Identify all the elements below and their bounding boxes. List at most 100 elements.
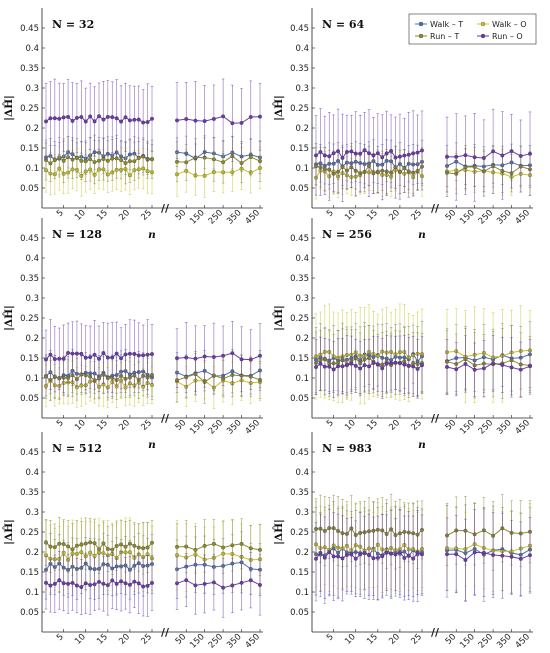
series-line xyxy=(176,115,261,124)
y-tick-label: 0.25 xyxy=(290,104,309,114)
data-point xyxy=(384,550,389,555)
data-point xyxy=(132,159,137,164)
data-point xyxy=(88,540,93,545)
data-point xyxy=(230,351,235,356)
data-point xyxy=(528,364,532,369)
series-run-o xyxy=(44,319,262,394)
y-tick-label: 0.35 xyxy=(20,488,39,498)
data-point xyxy=(239,120,244,125)
data-point xyxy=(415,150,420,155)
data-point xyxy=(380,366,385,371)
data-point xyxy=(211,355,216,359)
data-point xyxy=(314,153,318,158)
data-point xyxy=(491,553,496,557)
x-tick-label: 50 xyxy=(174,632,189,647)
x-tick-label: 15 xyxy=(95,632,110,647)
data-point xyxy=(48,583,53,588)
y-axis-label: |ΔĤ| xyxy=(1,305,15,331)
y-tick-label: 0.35 xyxy=(290,274,309,284)
data-point xyxy=(230,543,235,548)
data-point xyxy=(110,547,115,552)
x-tick-label: 450 xyxy=(514,208,533,227)
y-tick-label: 0.1 xyxy=(25,374,39,384)
y-tick-label: 0.4 xyxy=(25,254,39,264)
data-point xyxy=(411,364,416,369)
series-line xyxy=(446,551,531,561)
data-point xyxy=(141,120,146,125)
data-point xyxy=(127,159,132,164)
data-point xyxy=(83,119,88,124)
axis-break-marker: // xyxy=(431,626,440,639)
x-tick-label: 150 xyxy=(188,632,207,651)
y-axis-label: |ΔĤ| xyxy=(271,95,285,121)
data-point xyxy=(221,545,226,550)
data-point xyxy=(184,544,189,549)
series-line xyxy=(446,543,531,552)
data-point xyxy=(184,117,189,121)
panel-2: 0.05 0.1 0.15 0.2 0.25 0.3 0.35 0.4 0.45 |ΔĤ| 5 10 1… xyxy=(271,8,537,241)
x-tick-label: 350 xyxy=(225,208,244,227)
panel-title: N = 512 xyxy=(52,442,102,455)
data-point xyxy=(88,355,93,360)
data-point xyxy=(123,115,128,120)
data-point xyxy=(97,158,101,163)
data-point xyxy=(248,578,253,583)
panel-1: 0.05 0.1 0.15 0.2 0.25 0.3 0.35 0.4 0.45 |ΔĤ| 5 10 1… xyxy=(1,8,263,241)
data-point xyxy=(389,149,394,153)
data-point xyxy=(193,583,198,588)
data-point xyxy=(472,367,477,372)
data-point xyxy=(175,159,179,164)
data-point xyxy=(340,556,345,561)
series-line xyxy=(446,349,531,359)
x-axis-label: n xyxy=(418,439,426,451)
data-point xyxy=(211,541,216,546)
x-tick-label: 20 xyxy=(117,632,132,647)
axis-break-marker: // xyxy=(431,412,440,425)
data-point xyxy=(349,552,354,557)
data-point xyxy=(406,152,411,157)
data-point xyxy=(119,542,124,547)
data-point xyxy=(52,581,57,586)
series-line xyxy=(446,161,531,168)
data-point xyxy=(57,155,62,160)
data-point xyxy=(44,580,48,585)
legend-label: Walk – T xyxy=(430,20,463,29)
data-point xyxy=(481,550,486,555)
data-point xyxy=(150,540,154,545)
data-point xyxy=(136,156,141,160)
y-tick-label: 0.35 xyxy=(290,488,309,498)
x-tick-label: 250 xyxy=(207,208,226,227)
panel-title: N = 64 xyxy=(322,18,365,31)
data-point xyxy=(258,114,262,119)
x-tick-label: 50 xyxy=(174,418,189,433)
data-point xyxy=(371,556,376,561)
data-point xyxy=(92,352,97,357)
panel-3: 0.05 0.1 0.15 0.2 0.25 0.3 0.35 0.4 0.45 |ΔĤ| 5 10 1… xyxy=(1,218,263,451)
data-point xyxy=(336,554,341,559)
data-point xyxy=(79,542,84,547)
data-point xyxy=(74,115,79,120)
data-point xyxy=(463,362,468,366)
data-point xyxy=(331,367,336,372)
x-tick-label: 10 xyxy=(73,418,88,433)
data-point xyxy=(389,551,394,556)
data-point xyxy=(136,545,141,550)
x-tick-label: 150 xyxy=(458,208,477,227)
x-tick-label: 25 xyxy=(139,632,154,647)
data-point xyxy=(248,155,253,160)
data-point xyxy=(202,354,207,359)
x-tick-label: 25 xyxy=(409,208,424,223)
y-tick-label: 0.05 xyxy=(20,394,39,404)
data-point xyxy=(61,581,66,586)
series-line xyxy=(176,352,261,361)
data-point xyxy=(105,547,110,551)
data-point xyxy=(44,357,48,362)
data-point xyxy=(74,351,79,356)
data-point xyxy=(389,361,394,365)
data-point xyxy=(367,151,371,156)
y-tick-label: 0.2 xyxy=(25,548,39,558)
data-point xyxy=(500,553,505,558)
panel-title: N = 128 xyxy=(52,228,102,241)
y-tick-label: 0.4 xyxy=(25,468,39,478)
